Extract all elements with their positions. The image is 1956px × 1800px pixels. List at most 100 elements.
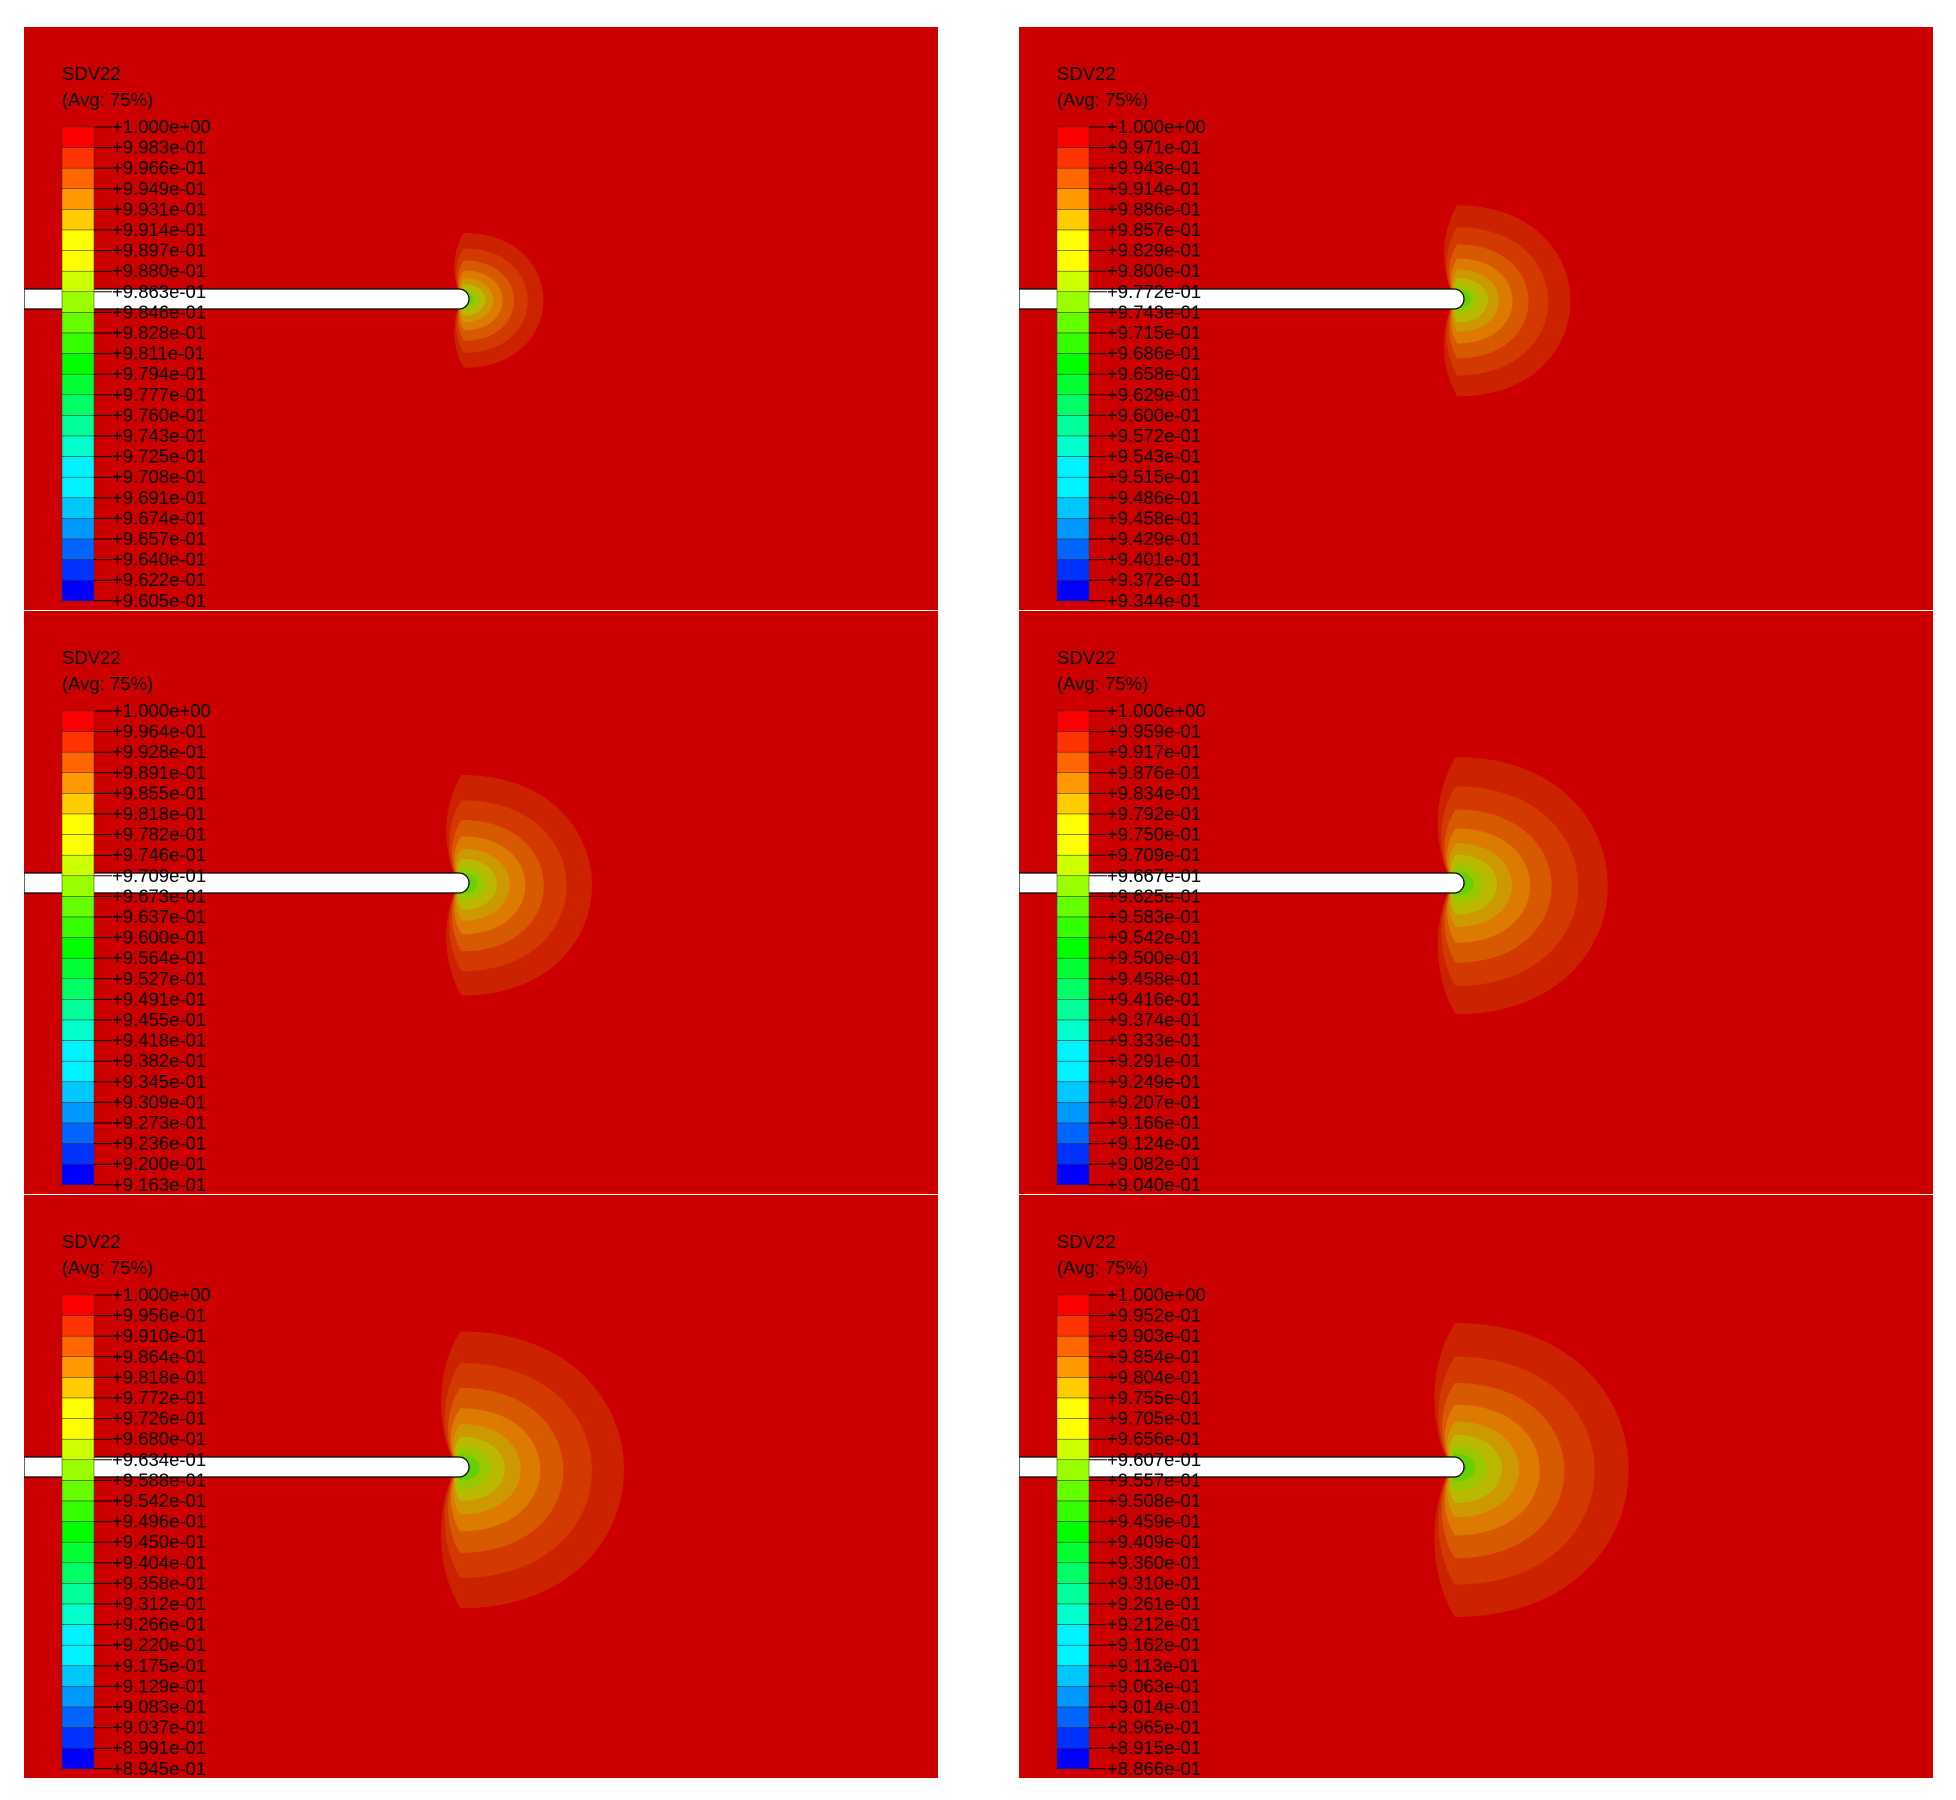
legend-tick-label: +9.667e-01 [1107, 865, 1201, 886]
legend-tick-label: +9.917e-01 [1107, 741, 1201, 762]
legend-tick-label: +9.358e-01 [112, 1572, 206, 1593]
legend-tick-label: +9.760e-01 [112, 404, 206, 425]
legend-tick-label: +9.772e-01 [112, 1387, 206, 1408]
legend-color-band [1056, 188, 1090, 210]
legend-tick-label: +9.880e-01 [112, 260, 206, 281]
legend-tick-label: +9.166e-01 [1107, 1112, 1201, 1133]
legend-tick-label: +9.588e-01 [112, 1469, 206, 1490]
legend-tick-label: +9.818e-01 [112, 803, 206, 824]
legend-color-band [1056, 167, 1090, 190]
legend-tick-label: +9.486e-01 [1107, 487, 1201, 508]
legend-color-band [61, 813, 95, 835]
legend-averaging: (Avg: 75%) [1057, 1257, 1148, 1278]
crack-notch [1019, 872, 1465, 894]
legend-tick-label: +9.543e-01 [1107, 446, 1201, 467]
legend-tick-label: +9.600e-01 [1107, 404, 1201, 425]
legend-tick-label: +9.236e-01 [112, 1133, 206, 1154]
legend-tick-label: +9.910e-01 [112, 1325, 206, 1346]
legend-tick-label: +9.691e-01 [112, 487, 206, 508]
legend-tick-label: +9.163e-01 [112, 1174, 206, 1195]
contour-panel: SDV22 (Avg: 75%) +1.000e+00+9.983e-01+9.96… [24, 27, 938, 611]
legend-color-band [1056, 1500, 1090, 1522]
legend-tick-label: +9.686e-01 [1107, 343, 1201, 364]
legend-color-band [1056, 1019, 1090, 1041]
legend-color-band [61, 1603, 95, 1625]
legend-tick-label: +8.866e-01 [1107, 1758, 1201, 1779]
legend-variable: SDV22 [1057, 63, 1116, 84]
legend-color-band [1056, 751, 1090, 774]
legend-color-band [1056, 415, 1090, 437]
legend-color-band [1056, 896, 1090, 918]
legend-color-band [1056, 1521, 1090, 1543]
legend-color-band [61, 312, 95, 334]
legend-tick-label: +9.309e-01 [112, 1091, 206, 1112]
legend-color-band [61, 456, 95, 478]
legend-color-band [61, 1480, 95, 1502]
legend-color-band [61, 1727, 95, 1749]
legend-color-band [61, 834, 95, 856]
legend-tick-label: +9.705e-01 [1107, 1408, 1201, 1429]
legend-color-band [1056, 1122, 1090, 1144]
legend-color-band [1056, 1102, 1090, 1124]
legend-tick-label: +8.945e-01 [112, 1758, 206, 1779]
contour-panel: SDV22 (Avg: 75%) +1.000e+00+9.959e-01+9.91… [1019, 611, 1933, 1195]
legend-tick-label: +9.792e-01 [1107, 803, 1201, 824]
legend-color-band [61, 1019, 95, 1041]
legend-tick-label: +9.063e-01 [1107, 1675, 1201, 1696]
legend-tick-label: +9.640e-01 [112, 549, 206, 570]
legend-tick-label: +9.709e-01 [112, 865, 206, 886]
legend-color-band [1056, 937, 1090, 959]
damage-field [24, 1331, 624, 1609]
legend-color-band [1056, 916, 1090, 938]
legend-color-band [61, 854, 95, 877]
legend-color-band [61, 1686, 95, 1708]
legend-color-band [61, 497, 95, 519]
legend-color-band [1056, 1040, 1090, 1062]
legend-tick-label: +9.629e-01 [1107, 384, 1201, 405]
legend-tick-label: +9.794e-01 [112, 363, 206, 384]
legend-color-band [1056, 1686, 1090, 1708]
legend-color-band [1056, 538, 1090, 560]
legend-color-band [61, 229, 95, 251]
legend-color-band [61, 373, 95, 396]
legend-color-band [1056, 1377, 1090, 1399]
legend-tick-label: +9.333e-01 [1107, 1030, 1201, 1051]
legend-color-band [61, 394, 95, 416]
legend-color-band [61, 1665, 95, 1687]
legend-tick-label: +1.000e+00 [1107, 1284, 1206, 1305]
legend-tick-label: +9.725e-01 [112, 446, 206, 467]
legend-tick-label: +1.000e+00 [112, 700, 211, 721]
legend-tick-label: +9.966e-01 [112, 157, 206, 178]
legend-tick-label: +9.931e-01 [112, 198, 206, 219]
legend-tick-label: +1.000e+00 [1107, 116, 1206, 137]
legend-tick-label: +9.515e-01 [1107, 466, 1201, 487]
legend-tick-label: +9.344e-01 [1107, 590, 1201, 611]
legend-color-band [1056, 1143, 1090, 1165]
legend-tick-label: +9.418e-01 [112, 1030, 206, 1051]
legend-color-band [61, 875, 95, 897]
legend-tick-label: +9.956e-01 [112, 1305, 206, 1326]
legend-tick-label: +9.401e-01 [1107, 549, 1201, 570]
legend-color-band [1056, 435, 1090, 457]
legend-tick-label: +9.162e-01 [1107, 1634, 1201, 1655]
legend-tick-label: +9.416e-01 [1107, 988, 1201, 1009]
legend-color-band [61, 1644, 95, 1667]
legend-color-band [61, 250, 95, 272]
legend-tick-label: +9.755e-01 [1107, 1387, 1201, 1408]
legend-color-band [1056, 1081, 1090, 1103]
legend-color-band [1056, 209, 1090, 231]
legend-color-band [1056, 456, 1090, 478]
legend-color-band [61, 957, 95, 980]
legend-tick-label: +9.500e-01 [1107, 947, 1201, 968]
legend-tick-label: +9.680e-01 [112, 1428, 206, 1449]
legend-tick-label: +9.542e-01 [1107, 927, 1201, 948]
legend-tick-label: +8.965e-01 [1107, 1717, 1201, 1738]
legend-color-band [61, 896, 95, 918]
contour-panel: SDV22 (Avg: 75%) +1.000e+00+9.952e-01+9.90… [1019, 1195, 1933, 1779]
legend-tick-label: +9.746e-01 [112, 844, 206, 865]
damage-field [24, 775, 593, 996]
legend-tick-label: +9.600e-01 [112, 927, 206, 948]
legend-tick-label: +9.429e-01 [1107, 528, 1201, 549]
legend-color-band [1056, 1562, 1090, 1584]
legend-color-band [1056, 1747, 1090, 1770]
